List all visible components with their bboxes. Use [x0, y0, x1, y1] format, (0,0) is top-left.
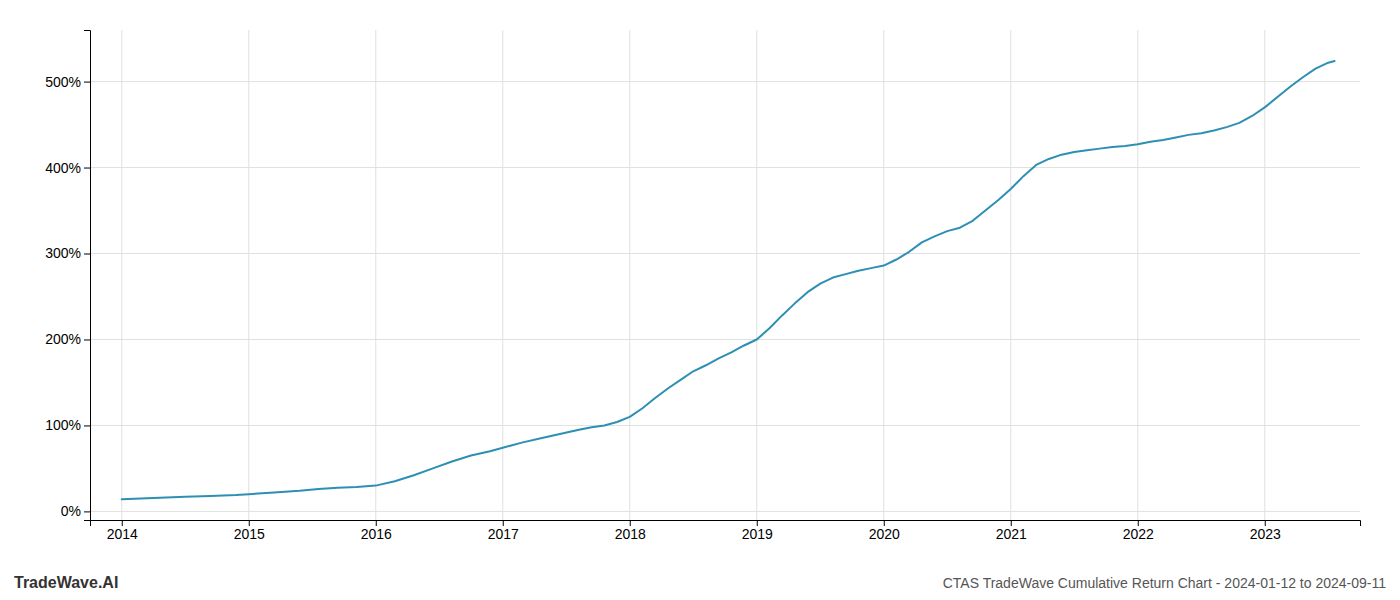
series-group: [122, 61, 1335, 499]
x-tick-label: 2018: [615, 526, 646, 542]
title: CTAS TradeWave Cumulative Return Chart -…: [943, 575, 1387, 591]
grid-line-x: [248, 30, 249, 520]
y-tick-mark: [84, 425, 90, 426]
grid-line-y: [90, 339, 1360, 340]
x-tick-label: 2019: [742, 526, 773, 542]
grid-line-y: [90, 81, 1360, 82]
x-tick-label: 2015: [234, 526, 265, 542]
x-tick: 2015: [234, 520, 265, 542]
grid-line-x: [629, 30, 630, 520]
grid-line-x: [1137, 30, 1138, 520]
x-tick-label: 2014: [107, 526, 138, 542]
y-tick: 100%: [45, 417, 90, 433]
x-tick: 2021: [996, 520, 1027, 542]
grid-line-x: [756, 30, 757, 520]
y-tick-label: 0%: [61, 503, 81, 519]
x-tick-label: 2020: [869, 526, 900, 542]
grid-line-x: [121, 30, 122, 520]
y-tick-mark: [84, 168, 90, 169]
x-tick: 2022: [1123, 520, 1154, 542]
line: [122, 61, 1335, 499]
grid: [90, 30, 1360, 520]
x-tick-label: 2022: [1123, 526, 1154, 542]
grid-line-y: [90, 425, 1360, 426]
y-tick: 0%: [61, 503, 90, 519]
x-tick: 2023: [1250, 520, 1281, 542]
x-tick: 2016: [361, 520, 392, 542]
y-tick: 200%: [45, 331, 90, 347]
grid-line-x: [1010, 30, 1011, 520]
grid-line-x: [502, 30, 503, 520]
y-tick-mark: [84, 82, 90, 83]
y-tick-label: 100%: [45, 417, 81, 433]
y-tick-label: 500%: [45, 74, 81, 90]
x-axis: 2014 2015 2016 2017 2018 2019 2020 2021 2022 2023: [91, 520, 1361, 542]
grid-line-x: [375, 30, 376, 520]
y-tick-mark: [84, 339, 90, 340]
y-axis: 0% 100% 200% 300% 400% 500%: [45, 31, 90, 521]
x-tick: 2019: [742, 520, 773, 542]
x-tick-label: 2016: [361, 526, 392, 542]
grid-line-y: [90, 253, 1360, 254]
grid-line-y: [90, 511, 1360, 512]
y-tick-mark: [84, 254, 90, 255]
x-tick-label: 2023: [1250, 526, 1281, 542]
y-tick-label: 300%: [45, 245, 81, 261]
x-tick: 2020: [869, 520, 900, 542]
y-tick-mark: [84, 511, 90, 512]
chart: 2014 2015 2016 2017 2018 2019 2020 2021 2022 2023…: [0, 0, 1400, 600]
plot-area: 2014 2015 2016 2017 2018 2019 2020 2021 2022 2023…: [45, 30, 1360, 542]
grid-line-x: [883, 30, 884, 520]
y-tick: 500%: [45, 74, 90, 90]
x-tick: 2018: [615, 520, 646, 542]
y-tick: 300%: [45, 245, 90, 261]
y-tick: 400%: [45, 160, 90, 176]
x-tick: 2014: [107, 520, 138, 542]
watermark: TradeWave.AI: [14, 574, 118, 591]
x-tick-label: 2021: [996, 526, 1027, 542]
y-tick-label: 200%: [45, 331, 81, 347]
axis-line: [84, 31, 91, 521]
x-tick-label: 2017: [488, 526, 519, 542]
x-tick: 2017: [488, 520, 519, 542]
grid-line-x: [1264, 30, 1265, 520]
grid-line-y: [90, 167, 1360, 168]
y-tick-label: 400%: [45, 160, 81, 176]
axis-line: [91, 521, 1361, 527]
